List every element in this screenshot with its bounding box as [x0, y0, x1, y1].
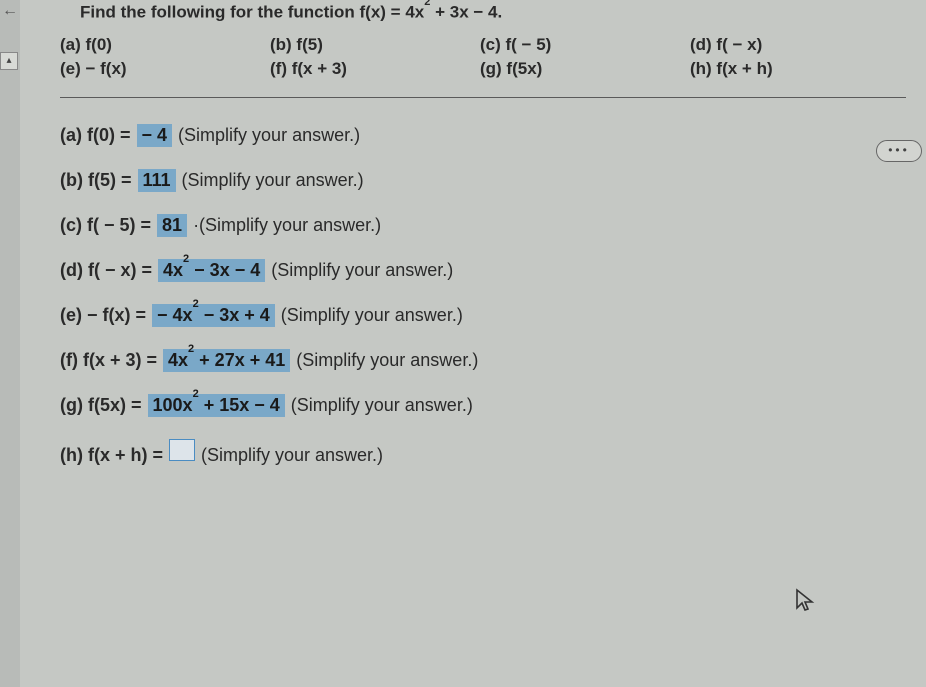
answer-g-hint: (Simplify your answer.)	[291, 395, 473, 416]
question-prompt: Find the following for the function f(x)…	[60, 0, 906, 23]
answer-a-label: (a) f(0) =	[60, 125, 131, 146]
answer-row-g: (g) f(5x) = 100x2 + 15x − 4 (Simplify yo…	[60, 394, 906, 417]
answer-e-hint: (Simplify your answer.)	[281, 305, 463, 326]
answer-f-post: + 27x + 41	[194, 350, 285, 370]
cursor-icon	[794, 588, 816, 621]
divider	[60, 97, 906, 98]
answer-h-hint: (Simplify your answer.)	[201, 445, 383, 466]
prompt-suffix: + 3x − 4.	[430, 3, 502, 22]
prompt-exponent: 2	[424, 0, 430, 8]
answer-f-value[interactable]: 4x2 + 27x + 41	[163, 349, 290, 372]
answer-a-value[interactable]: − 4	[137, 124, 173, 147]
answer-f-hint: (Simplify your answer.)	[296, 350, 478, 371]
answer-b-hint: (Simplify your answer.)	[182, 170, 364, 191]
answer-e-value[interactable]: − 4x2 − 3x + 4	[152, 304, 275, 327]
answer-h-input[interactable]	[169, 439, 195, 461]
answer-d-label: (d) f( − x) =	[60, 260, 152, 281]
part-f: (f) f(x + 3)	[270, 59, 480, 79]
nav-up-icon[interactable]: ▴	[0, 52, 18, 70]
answer-e-label: (e) − f(x) =	[60, 305, 146, 326]
answer-d-value[interactable]: 4x2 − 3x − 4	[158, 259, 265, 282]
worksheet-page: Find the following for the function f(x)…	[20, 0, 926, 687]
answer-g-pre: 100x	[153, 395, 193, 415]
part-c: (c) f( − 5)	[480, 35, 690, 55]
part-b: (b) f(5)	[270, 35, 480, 55]
answer-d-pre: 4x	[163, 260, 183, 280]
answer-row-f: (f) f(x + 3) = 4x2 + 27x + 41 (Simplify …	[60, 349, 906, 372]
answer-h-label: (h) f(x + h) =	[60, 445, 163, 466]
answer-b-value[interactable]: 111	[138, 169, 176, 192]
answer-e-pre: − 4x	[157, 305, 193, 325]
part-e: (e) − f(x)	[60, 59, 270, 79]
answers-section: (a) f(0) = − 4 (Simplify your answer.) (…	[60, 124, 906, 466]
answer-d-hint: (Simplify your answer.)	[271, 260, 453, 281]
answer-e-post: − 3x + 4	[199, 305, 270, 325]
answer-row-h: (h) f(x + h) = (Simplify your answer.)	[60, 439, 906, 466]
answer-g-post: + 15x − 4	[199, 395, 280, 415]
answer-row-d: (d) f( − x) = 4x2 − 3x − 4 (Simplify you…	[60, 259, 906, 282]
answer-c-value[interactable]: 81	[157, 214, 187, 237]
answer-row-b: (b) f(5) = 111 (Simplify your answer.)	[60, 169, 906, 192]
answer-g-value[interactable]: 100x2 + 15x − 4	[148, 394, 285, 417]
parts-grid: (a) f(0) (e) − f(x) (b) f(5) (f) f(x + 3…	[60, 35, 906, 79]
answer-c-label: (c) f( − 5) =	[60, 215, 151, 236]
prompt-prefix: Find the following for the function f(x)…	[80, 3, 424, 22]
answer-row-c: (c) f( − 5) = 81 ·(Simplify your answer.…	[60, 214, 906, 237]
answer-e-exp: 2	[193, 298, 199, 310]
part-g: (g) f(5x)	[480, 59, 690, 79]
answer-row-a: (a) f(0) = − 4 (Simplify your answer.)	[60, 124, 906, 147]
answer-c-hint: ·(Simplify your answer.)	[193, 215, 381, 236]
part-d: (d) f( − x)	[690, 35, 870, 55]
part-h: (h) f(x + h)	[690, 59, 870, 79]
answer-b-label: (b) f(5) =	[60, 170, 132, 191]
back-arrow-icon[interactable]: ←	[2, 2, 20, 20]
answer-d-exp: 2	[183, 253, 189, 265]
answer-g-exp: 2	[193, 388, 199, 400]
answer-f-pre: 4x	[168, 350, 188, 370]
part-a: (a) f(0)	[60, 35, 270, 55]
answer-f-label: (f) f(x + 3) =	[60, 350, 157, 371]
answer-d-post: − 3x − 4	[189, 260, 260, 280]
answer-f-exp: 2	[188, 343, 194, 355]
answer-row-e: (e) − f(x) = − 4x2 − 3x + 4 (Simplify yo…	[60, 304, 906, 327]
more-options-button[interactable]: •••	[876, 140, 922, 162]
answer-a-hint: (Simplify your answer.)	[178, 125, 360, 146]
answer-g-label: (g) f(5x) =	[60, 395, 142, 416]
